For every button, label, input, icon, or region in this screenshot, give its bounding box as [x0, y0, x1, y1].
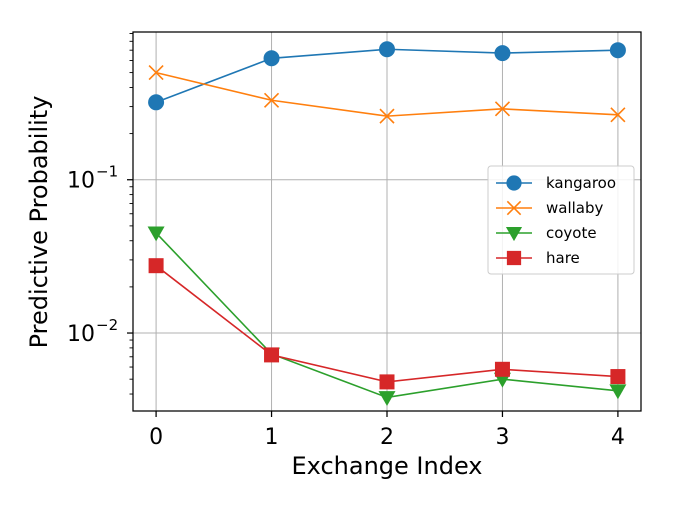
legend-entry: hare — [496, 249, 580, 267]
data-point — [610, 369, 626, 385]
data-point — [609, 42, 626, 59]
legend-entry: kangaroo — [496, 174, 616, 192]
x-tick-label: 3 — [495, 425, 509, 450]
y-tick-label: 10 — [67, 169, 95, 194]
data-point — [494, 361, 510, 377]
data-point — [379, 41, 395, 58]
x-axis-label: Exchange Index — [292, 452, 483, 480]
legend-marker — [506, 250, 522, 266]
data-point — [494, 101, 511, 117]
legend-marker — [506, 200, 522, 216]
x-tick-label: 2 — [380, 425, 394, 450]
data-point — [379, 374, 395, 390]
series-hare — [148, 258, 626, 390]
series-kangaroo — [148, 41, 626, 111]
legend-entry: wallaby — [496, 199, 604, 217]
x-tick-label: 0 — [149, 425, 163, 450]
legend-label: wallaby — [546, 199, 604, 217]
data-point — [148, 65, 164, 81]
x-tick-label: 1 — [265, 425, 279, 450]
data-point — [610, 107, 626, 123]
series-layer — [147, 41, 627, 406]
y-axis-ticks: 10−110−2 — [67, 163, 133, 347]
legend-entry: coyote — [496, 224, 597, 242]
data-point — [379, 108, 395, 124]
x-tick-label: 4 — [611, 425, 625, 450]
x-axis-ticks: 0 1 2 3 4 — [149, 411, 625, 450]
data-point — [147, 226, 165, 242]
y-tick-exponent: −2 — [96, 316, 118, 334]
data-point — [263, 50, 280, 67]
data-point — [148, 94, 165, 111]
legend-label: kangaroo — [546, 174, 616, 192]
data-point — [264, 347, 280, 363]
legend-label: hare — [546, 249, 580, 267]
series-wallaby — [148, 65, 626, 124]
data-point — [148, 258, 164, 274]
legend-marker — [505, 226, 523, 242]
y-tick-label: 10 — [67, 322, 95, 347]
data-point — [263, 92, 280, 108]
data-point — [609, 384, 627, 400]
legend: kangaroo wallaby coyote hare — [487, 165, 635, 275]
legend-marker — [506, 175, 522, 191]
data-point — [494, 45, 511, 62]
legend-label: coyote — [546, 224, 597, 242]
data-point — [378, 391, 396, 406]
y-axis-label: Predictive Probability — [25, 96, 53, 349]
y-tick-exponent: −1 — [96, 163, 118, 181]
legend-box — [487, 165, 635, 275]
